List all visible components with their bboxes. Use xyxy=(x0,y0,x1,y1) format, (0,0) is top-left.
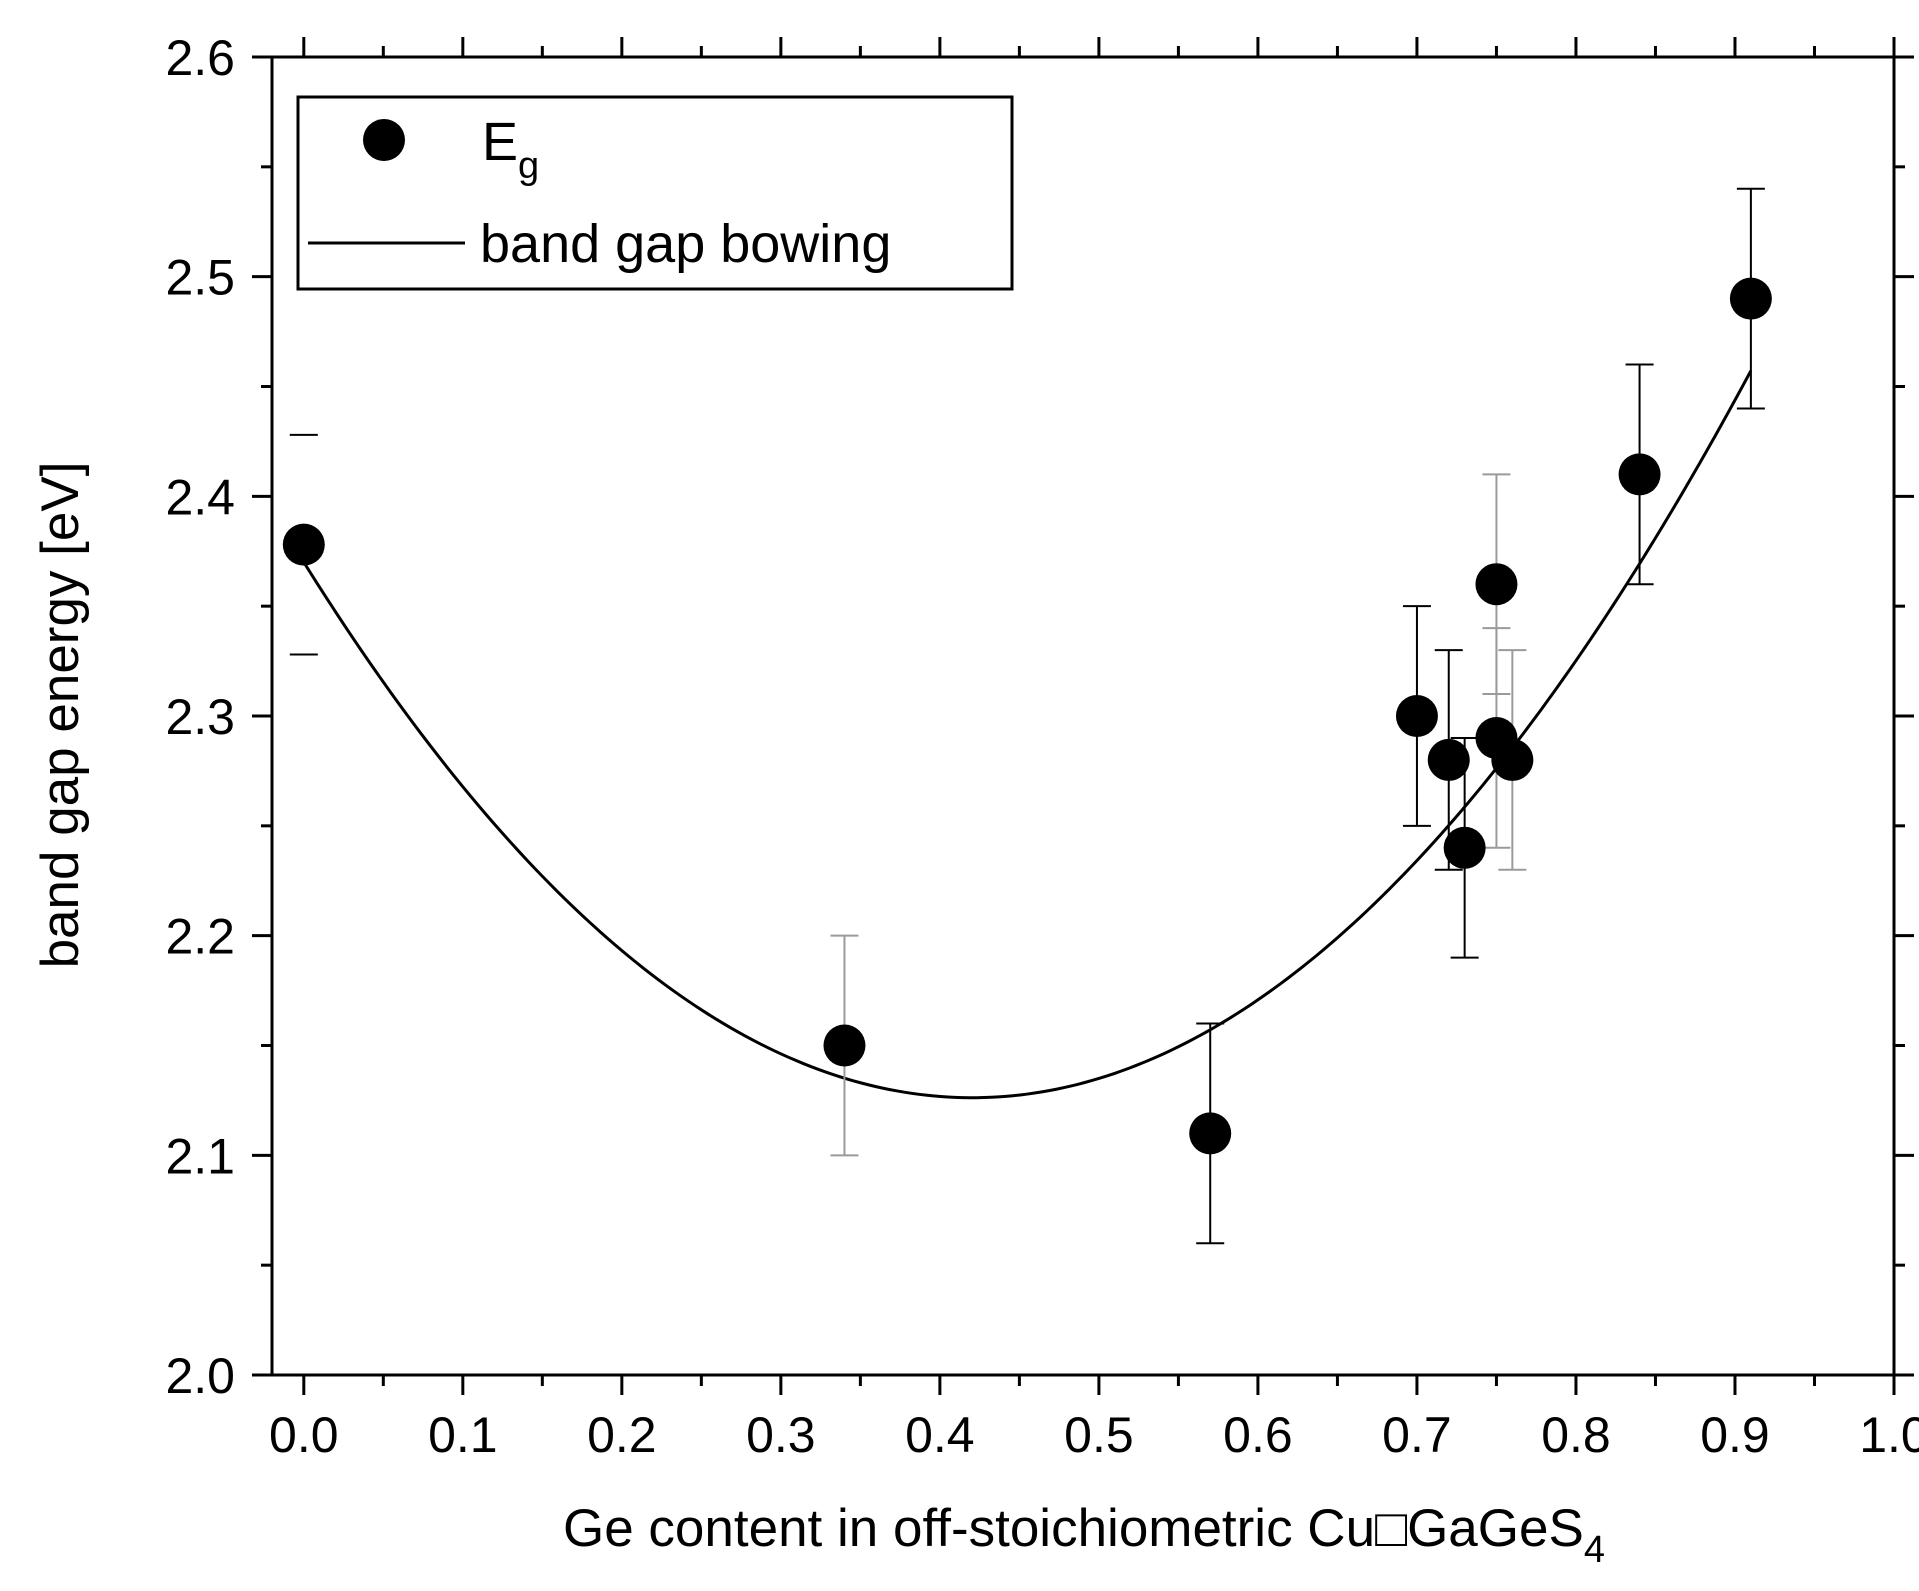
bowing-curve xyxy=(302,370,1753,1100)
legend-points-main: E xyxy=(482,112,518,172)
data-point xyxy=(1443,826,1486,869)
x-tick-label: 0.5 xyxy=(1064,1407,1134,1463)
legend-curve-label: band gap bowing xyxy=(480,214,891,274)
data-point xyxy=(1475,563,1518,606)
legend-box xyxy=(296,95,1014,291)
x-tick-label: 0.6 xyxy=(1223,1407,1293,1463)
x-tick-label: 0.1 xyxy=(428,1407,498,1463)
data-point xyxy=(1395,695,1438,737)
data-point xyxy=(282,523,325,566)
legend: Eg band gap bowing xyxy=(296,95,1014,291)
data-point xyxy=(823,1024,866,1067)
x-tick-labels: 0.0 0.1 0.2 0.3 0.4 0.5 0.6 0.7 0.8 0.9 1.0 xyxy=(269,1407,1919,1463)
x-tick-label: 0.2 xyxy=(587,1407,657,1463)
data-points xyxy=(282,277,1772,1155)
y-tick-label: 2.5 xyxy=(165,250,235,306)
y-axis-title: band gap energy [eV] xyxy=(31,462,90,969)
x-tick-label: 0.4 xyxy=(905,1407,975,1463)
x-tick-label: 0.8 xyxy=(1541,1407,1611,1463)
y-tick-labels: 2.0 2.1 2.2 2.3 2.4 2.5 2.6 xyxy=(165,30,235,1404)
x-axis-title-main: Ge content in off-stoichiometric Cu xyxy=(563,1499,1375,1558)
legend-point-marker xyxy=(363,119,405,161)
y-tick-label: 2.3 xyxy=(165,689,235,745)
x-axis-title: Ge content in off-stoichiometric Cu□GaGe… xyxy=(563,1499,1605,1571)
y-tick-label: 2.1 xyxy=(165,1128,235,1184)
y-tick-label: 2.6 xyxy=(165,30,235,86)
x-axis-title-box: □ xyxy=(1375,1499,1407,1558)
data-point xyxy=(1189,1112,1232,1155)
data-point xyxy=(1729,277,1772,320)
legend-points-sub: g xyxy=(518,145,539,187)
data-point xyxy=(1427,738,1470,781)
data-point xyxy=(1491,738,1534,781)
bowing-curve-layer xyxy=(302,370,1753,1100)
x-tick-label: 0.0 xyxy=(269,1407,339,1463)
x-axis-title-tail: GaGeS xyxy=(1407,1499,1584,1558)
y-tick-label: 2.4 xyxy=(165,469,235,525)
x-tick-label: 0.7 xyxy=(1382,1407,1452,1463)
x-axis-title-subscript: 4 xyxy=(1584,1529,1605,1571)
x-tick-label: 0.9 xyxy=(1700,1407,1770,1463)
data-point xyxy=(1618,453,1661,496)
legend-points-label: Eg xyxy=(482,112,539,187)
x-tick-label: 1.0 xyxy=(1859,1407,1919,1463)
x-tick-label: 0.3 xyxy=(746,1407,816,1463)
y-tick-label: 2.0 xyxy=(165,1348,235,1404)
axis-ticks xyxy=(252,37,1914,1395)
error-bars xyxy=(289,187,1765,1245)
y-tick-label: 2.2 xyxy=(165,909,235,965)
